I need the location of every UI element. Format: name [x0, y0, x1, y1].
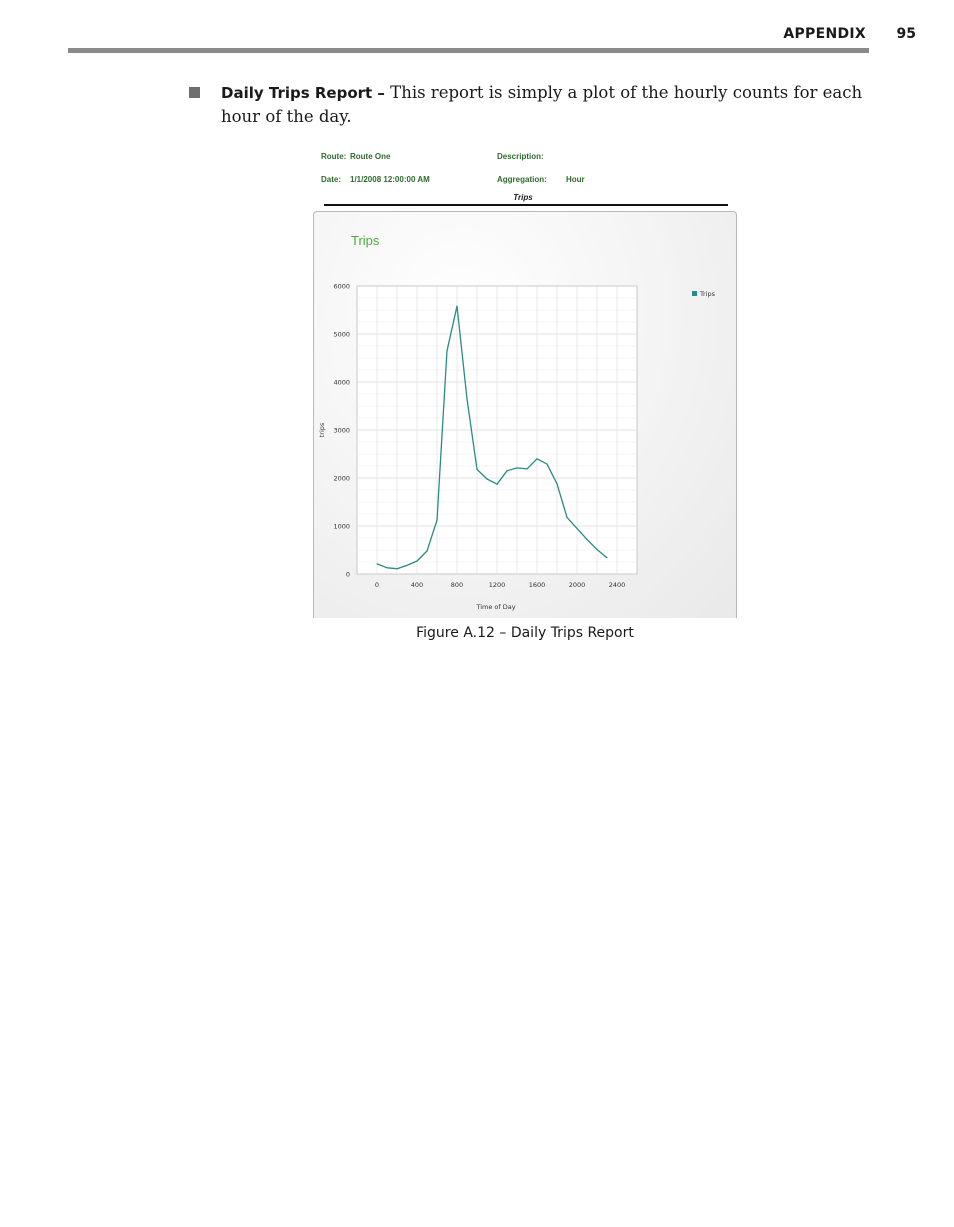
y-tick-label: 1000: [333, 523, 350, 531]
data-point: [506, 470, 508, 472]
data-point: [406, 564, 408, 566]
y-tick-label: 5000: [333, 331, 350, 339]
bullet-square-icon: [189, 87, 200, 98]
data-point: [456, 305, 458, 307]
data-point: [486, 478, 488, 480]
data-point: [376, 563, 378, 565]
paragraph-text: This report is simply a plot of the hour…: [221, 83, 863, 126]
x-tick-label: 0: [375, 581, 379, 589]
header-rule: [68, 48, 869, 53]
x-tick-label: 1600: [529, 581, 546, 589]
x-axis-label: Time of Day: [475, 603, 515, 611]
data-point: [556, 483, 558, 485]
data-point: [526, 468, 528, 470]
header-page-number: 95: [896, 26, 916, 42]
date-label: Date:: [321, 175, 342, 184]
data-point: [446, 350, 448, 352]
aggregation-value: Hour: [566, 175, 585, 184]
y-axis-label: trips: [318, 422, 326, 437]
data-point: [396, 568, 398, 570]
date-value: 1/1/2008 12:00:00 AM: [350, 175, 430, 184]
description-label: Description:: [497, 152, 544, 161]
y-tick-label: 4000: [333, 379, 350, 387]
data-point: [496, 483, 498, 485]
chart-panel: Trips 0 1000 2000 3000 4000 5000 6000 0 400 800 12…: [313, 211, 737, 618]
route-value: Route One: [350, 152, 391, 161]
data-point: [536, 458, 538, 460]
data-point: [596, 548, 598, 551]
data-point: [436, 519, 438, 521]
data-point: [566, 516, 568, 518]
legend: Trips: [692, 290, 716, 298]
body-paragraph: Daily Trips Report – This report is simp…: [221, 81, 871, 128]
x-tick-label: 2400: [609, 581, 626, 589]
data-point: [386, 567, 388, 569]
legend-label: Trips: [699, 290, 716, 298]
data-point: [546, 463, 548, 465]
figure-caption: Figure A.12 – Daily Trips Report: [416, 625, 634, 641]
x-tick-label: 1200: [489, 581, 506, 589]
data-point: [416, 560, 418, 562]
y-tick-label: 3000: [333, 427, 350, 435]
series-line-trips: [376, 305, 608, 570]
data-point: [466, 398, 468, 400]
data-point: [586, 538, 588, 541]
data-point: [576, 527, 578, 529]
report-header-rule: [324, 204, 728, 206]
report-title: Trips: [513, 193, 533, 202]
report-header: Route: Route One Description: Date: 1/1/…: [313, 148, 733, 210]
running-header: APPENDIX 95: [0, 0, 954, 60]
y-tick-label: 0: [346, 571, 350, 579]
y-tick-label: 6000: [333, 283, 350, 291]
paragraph-lead: Daily Trips Report –: [221, 84, 385, 102]
x-tick-label: 400: [411, 581, 423, 589]
data-point: [476, 468, 478, 470]
route-label: Route:: [321, 152, 347, 161]
data-point: [516, 467, 518, 469]
aggregation-label: Aggregation:: [497, 175, 547, 184]
x-tick-label: 2000: [569, 581, 586, 589]
header-section-title: APPENDIX: [783, 26, 866, 42]
legend-swatch: [692, 291, 697, 296]
data-point: [426, 550, 428, 552]
data-point: [606, 557, 608, 559]
trips-line-chart: Trips 0 1000 2000 3000 4000 5000 6000 0 400 800 12…: [318, 233, 716, 611]
y-tick-label: 2000: [333, 475, 350, 483]
x-tick-label: 800: [451, 581, 463, 589]
chart-title: Trips: [351, 233, 380, 248]
